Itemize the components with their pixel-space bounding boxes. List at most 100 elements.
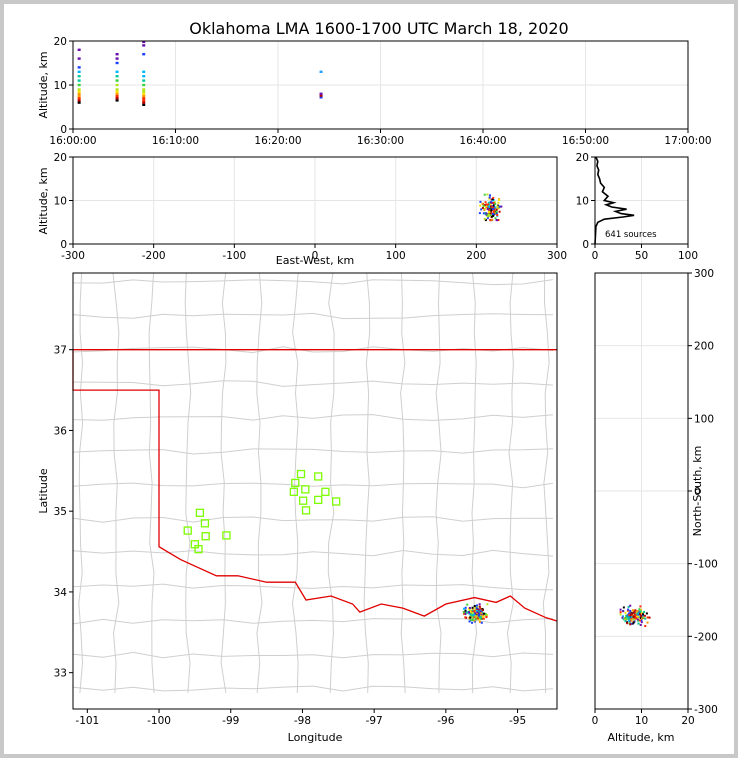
vhf-source [488, 196, 491, 199]
vhf-source [639, 619, 642, 622]
vhf-source [483, 209, 486, 212]
vhf-source [486, 614, 489, 617]
vhf-source [494, 206, 497, 209]
altitude-ns-panel: 0 10 20-300 -200 -100 0 100 200 300 North-South,… [592, 268, 718, 744]
vhf-source [646, 616, 649, 619]
vhf-source [496, 214, 499, 217]
vhf-source [622, 610, 625, 613]
figure-frame: Oklahoma LMA 1600-1700 UTC March 18, 202… [4, 4, 734, 754]
vhf-source [645, 612, 648, 615]
vhf-source [478, 609, 481, 612]
vhf-source [482, 617, 485, 620]
ew-axis-tick-label: 300 [547, 250, 567, 262]
station-marker [301, 506, 311, 515]
ew-axis-tick-label: -200 [142, 250, 166, 262]
vhf-source [494, 207, 497, 210]
altitude-axis-tick-label: 10 [635, 715, 648, 727]
vhf-source [474, 612, 477, 615]
vhf-source [495, 210, 498, 213]
county-line [72, 279, 554, 286]
vhf-source [622, 606, 625, 609]
vhf-source [471, 612, 474, 615]
vhf-source [483, 207, 486, 210]
vhf-source [642, 613, 645, 616]
vhf-source [641, 614, 644, 617]
vhf-source [77, 88, 81, 91]
vhf-source [494, 210, 497, 213]
altitude-ns-ylabel: North-South, km [691, 446, 704, 537]
county-line [363, 272, 371, 694]
ns-axis-tick-label: 100 [694, 413, 714, 425]
altitude-axis-tick-label: 0 [592, 715, 599, 727]
longitude-axis-tick-label: -100 [147, 715, 171, 727]
vhf-source [492, 196, 495, 199]
vhf-source [77, 79, 81, 82]
county-line [72, 549, 554, 557]
vhf-source [489, 203, 492, 206]
vhf-source [115, 97, 119, 100]
vhf-source [473, 619, 476, 622]
vhf-source [643, 610, 646, 613]
vhf-source [77, 94, 81, 98]
vhf-source [624, 611, 627, 614]
vhf-source [77, 90, 81, 93]
vhf-source [640, 615, 643, 618]
county-line [506, 272, 514, 694]
vhf-source [115, 61, 119, 65]
histogram-profile-line [594, 156, 635, 245]
county-line [78, 272, 84, 694]
vhf-source [476, 604, 479, 607]
vhf-source [115, 88, 119, 91]
vhf-source [488, 194, 491, 197]
vhf-source [619, 608, 622, 611]
vhf-source [142, 79, 146, 82]
vhf-source [495, 212, 498, 215]
lma-figure: Oklahoma LMA 1600-1700 UTC March 18, 202… [37, 19, 718, 744]
vhf-source [637, 622, 640, 625]
vhf-source [619, 613, 622, 616]
vhf-source [486, 215, 489, 218]
vhf-source [142, 101, 146, 104]
vhf-source [115, 79, 119, 82]
station-marker [299, 496, 308, 505]
vhf-source [487, 201, 490, 204]
altitude-axis-tick-label: 20 [54, 152, 67, 164]
vhf-source [142, 44, 146, 47]
vhf-source [464, 612, 467, 615]
vhf-source [484, 219, 487, 222]
station-marker [195, 508, 205, 517]
vhf-source [476, 611, 479, 614]
vhf-source [479, 618, 482, 621]
vhf-source [142, 103, 146, 106]
vhf-source [468, 609, 471, 612]
time-axis-tick-label: 16:30:00 [357, 135, 404, 147]
vhf-source [628, 614, 631, 617]
vhf-source [468, 620, 471, 623]
vhf-source [491, 198, 494, 201]
time-axis-tick-label: 16:10:00 [152, 135, 199, 147]
station-marker [183, 526, 192, 535]
vhf-source [480, 612, 483, 615]
vhf-source [477, 610, 480, 613]
vhf-source [463, 607, 466, 610]
vhf-source [629, 619, 632, 622]
vhf-source [485, 206, 488, 209]
longitude-axis-tick-label: -99 [222, 715, 239, 727]
vhf-source [479, 611, 482, 614]
time-altitude-panel: 16:00:00 16:10:00 16:20:00 16:30:00 16:40:00… [37, 36, 712, 147]
county-line [72, 380, 554, 387]
vhf-source [478, 618, 481, 621]
vhf-source [465, 611, 468, 614]
vhf-source [486, 203, 489, 206]
vhf-source [489, 212, 492, 215]
vhf-source [634, 617, 637, 620]
time-axis-tick-label: 16:00:00 [49, 135, 96, 147]
vhf-source [640, 617, 643, 620]
time-altitude-ticks: 16:00:00 16:10:00 16:20:00 16:30:00 16:40:00… [49, 36, 711, 147]
vhf-source [476, 612, 479, 615]
county-line [220, 272, 227, 694]
station-marker [314, 472, 323, 481]
station-marker [200, 519, 210, 528]
vhf-source [470, 621, 473, 624]
vhf-source [142, 97, 146, 100]
